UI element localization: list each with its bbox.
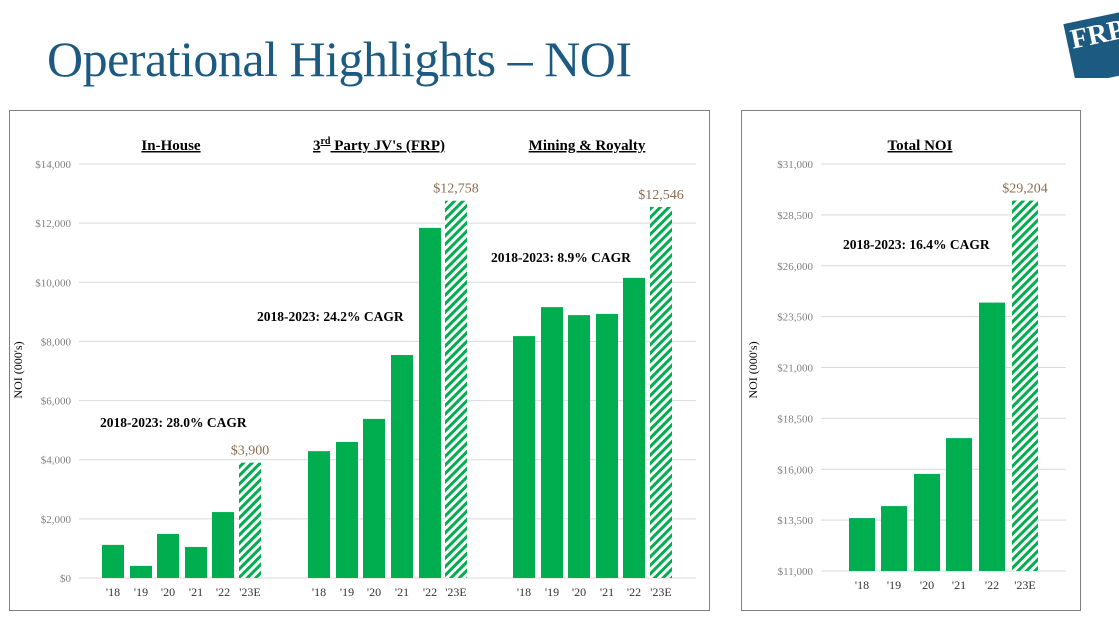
y-axis-label: NOI (000's) (11, 341, 25, 398)
group-title: 3rd Party JV's (FRP) (313, 136, 445, 154)
y-tick-label: $26,000 (777, 261, 813, 273)
x-tick-label: '19 (887, 578, 901, 592)
estimate-bar (1012, 200, 1038, 572)
bar (979, 302, 1005, 571)
x-tick-label: '22 (423, 585, 437, 599)
x-tick-label: '18 (517, 585, 531, 599)
estimate-bar (239, 462, 261, 578)
bar (102, 544, 124, 578)
y-tick-label: $18,500 (777, 413, 813, 425)
y-tick-label: $16,000 (777, 464, 813, 476)
bar (391, 355, 413, 578)
y-tick-label: $2,000 (41, 514, 72, 526)
group-title-part: 3 (313, 138, 321, 154)
x-tick-label: '18 (106, 585, 120, 599)
y-tick-label: $10,000 (35, 277, 71, 289)
group-title-part: rd (320, 136, 330, 147)
data-label: $12,758 (433, 182, 479, 197)
cagr-annotation: 2018-2023: 16.4% CAGR (843, 237, 990, 252)
y-tick-label: $28,500 (777, 210, 813, 222)
page-title: Operational Highlights – NOI (47, 31, 632, 87)
estimate-bar (445, 200, 467, 578)
bar (881, 506, 907, 571)
x-tick-label: '23E (445, 585, 467, 599)
bar (419, 227, 441, 579)
x-tick-label: '19 (134, 585, 148, 599)
y-tick-label: $14,000 (35, 159, 71, 171)
y-tick-label: $11,000 (778, 566, 814, 578)
left-chart-frame (9, 110, 710, 611)
group-title-part: Party JV's (FRP) (330, 138, 445, 154)
data-label: $12,546 (638, 188, 684, 203)
y-tick-label: $8,000 (41, 336, 72, 348)
x-tick-label: '21 (600, 585, 614, 599)
group-title: Mining & Royalty (529, 138, 646, 154)
y-axis-label: NOI (000's) (746, 341, 760, 398)
y-tick-label: $12,000 (35, 218, 71, 230)
bar (541, 307, 563, 578)
bar (849, 518, 875, 571)
x-tick-label: '18 (312, 585, 326, 599)
data-label: $29,204 (1002, 182, 1048, 197)
x-tick-label: '21 (395, 585, 409, 599)
group-title: In-House (141, 138, 201, 154)
cagr-annotation: 2018-2023: 24.2% CAGR (257, 309, 404, 324)
x-tick-label: '19 (340, 585, 354, 599)
cagr-annotation: 2018-2023: 28.0% CAGR (100, 415, 247, 430)
frp-logo: FRP (1063, 9, 1119, 78)
y-tick-label: $13,500 (777, 515, 813, 527)
bar (568, 315, 590, 578)
x-tick-label: '23E (650, 585, 672, 599)
y-tick-label: $6,000 (41, 396, 72, 408)
y-tick-label: $31,000 (777, 159, 813, 171)
right-chart-frame (741, 110, 1081, 611)
x-tick-label: '21 (189, 585, 203, 599)
bar (946, 438, 972, 571)
bar (336, 441, 358, 578)
x-tick-label: '20 (920, 578, 934, 592)
data-label: $3,900 (231, 444, 270, 459)
bar (513, 336, 535, 578)
x-tick-label: '22 (216, 585, 230, 599)
x-tick-label: '22 (985, 578, 999, 592)
x-tick-label: '23E (239, 585, 261, 599)
cagr-annotation: 2018-2023: 8.9% CAGR (491, 250, 631, 265)
bar (157, 533, 179, 578)
bar (212, 512, 234, 578)
y-tick-label: $0 (60, 573, 72, 585)
group-title: Total NOI (888, 138, 953, 154)
x-tick-label: '20 (367, 585, 381, 599)
y-tick-label: $21,000 (777, 363, 813, 375)
x-tick-label: '22 (627, 585, 641, 599)
y-tick-label: $23,500 (777, 312, 813, 324)
bar (308, 451, 330, 578)
bar (363, 418, 385, 578)
x-tick-label: '20 (572, 585, 586, 599)
x-tick-label: '19 (545, 585, 559, 599)
x-tick-label: '21 (952, 578, 966, 592)
bar (914, 473, 940, 571)
y-tick-label: $4,000 (41, 455, 72, 467)
x-tick-label: '18 (855, 578, 869, 592)
x-tick-label: '23E (1014, 578, 1036, 592)
bar (596, 313, 618, 578)
bar (623, 277, 645, 578)
x-tick-label: '20 (161, 585, 175, 599)
bar (185, 546, 207, 578)
estimate-bar (650, 206, 672, 578)
bar (130, 565, 152, 578)
